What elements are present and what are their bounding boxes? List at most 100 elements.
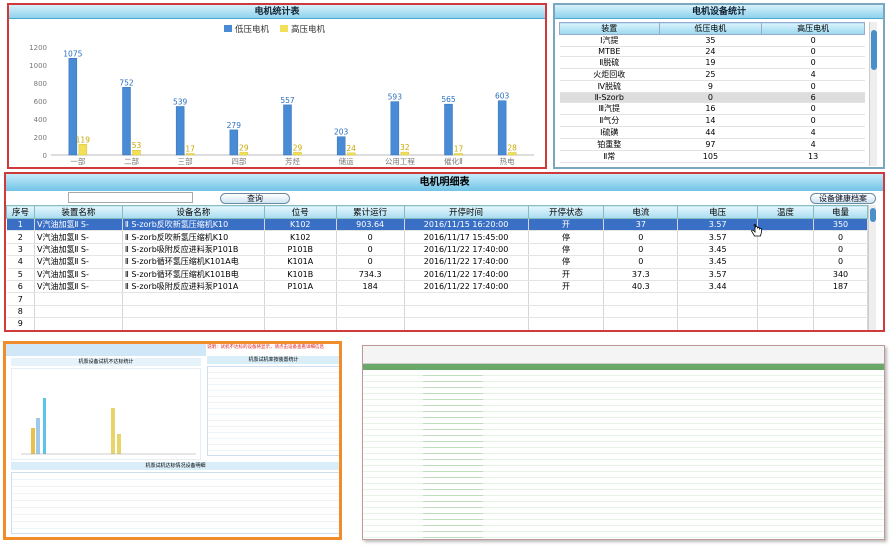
detail-header-8[interactable]: 电流 [603, 205, 679, 219]
detail-cell [264, 305, 337, 319]
detail-header-4[interactable]: 位号 [263, 205, 337, 219]
detail-cell [757, 292, 814, 306]
detail-row[interactable]: 3 Ⅴ汽油加氢Ⅱ S- Ⅱ S-zorb吸附反应进料泵P101B P101B 0 2016… [6, 243, 868, 257]
detail-cell [677, 305, 759, 319]
detail-row[interactable]: 2 Ⅴ汽油加氢Ⅱ S- Ⅱ S-zorb反吹新氢压缩机K10 K102 0 2016/11… [6, 230, 868, 244]
equipment-health-record-button[interactable]: 设备健康档案 [810, 193, 876, 204]
stats-cell: 0 [761, 34, 865, 47]
detail-cell: 2016/11/15 16:20:00 [404, 218, 529, 232]
detail-cell: 3 [6, 243, 35, 257]
detail-header-6[interactable]: 开停时间 [403, 205, 529, 219]
thumb-right-filter-bar [363, 346, 884, 364]
bar-value-label-1-7: 593 [388, 93, 403, 102]
detail-row[interactable]: 7 [6, 292, 868, 306]
detail-header-7[interactable]: 开停状态 [527, 205, 605, 219]
detail-scrollbar[interactable] [868, 205, 876, 330]
bar-value-label-2-4: 29 [239, 143, 249, 152]
x-tick-label-8: 催化Ⅱ [444, 156, 463, 166]
stats-row[interactable]: Ⅰ硫磺 44 4 [559, 126, 865, 140]
stats-scrollbar[interactable] [869, 22, 877, 166]
bar-1-5 [283, 104, 292, 156]
stats-header-3[interactable]: 高压电机 [761, 22, 865, 35]
bar-value-label-1-9: 603 [495, 92, 510, 101]
detail-row[interactable]: 5 Ⅴ汽油加氢Ⅱ S- Ⅱ S-zorb循环氢压缩机K101B电 K101B 734.3… [6, 268, 868, 281]
stats-row[interactable]: Ⅲ汽提 16 0 [559, 102, 865, 116]
detail-cell: 0 [813, 243, 868, 257]
detail-scrollbar-thumb[interactable] [870, 208, 876, 222]
stats-header-1[interactable]: 装置 [559, 22, 660, 35]
equipment-list-thumbnail[interactable] [362, 345, 885, 540]
stats-cell: 44 [659, 126, 762, 140]
stats-row[interactable]: 铂重整 97 4 [559, 138, 865, 152]
detail-header-11[interactable]: 电量 [813, 205, 868, 219]
bar-value-label-2-5: 29 [293, 143, 303, 152]
detail-row[interactable]: 6 Ⅴ汽油加氢Ⅱ S- Ⅱ S-zorb吸附反应进料泵P101A P101A 184 20… [6, 280, 868, 294]
detail-cell [677, 292, 759, 306]
detail-cell: K101A [264, 255, 337, 269]
detail-cell: Ⅱ S-zorb循环氢压缩机K101A电 [122, 255, 265, 269]
detail-cell [122, 317, 265, 330]
detail-cell [813, 292, 868, 306]
detail-cell: 8 [6, 305, 35, 319]
detail-cell: 2016/11/22 17:40:00 [404, 255, 529, 269]
bar-2-3 [185, 153, 195, 156]
stats-panel-title: 电机设备统计 [555, 5, 883, 19]
detail-header-1[interactable]: 序号 [6, 205, 35, 219]
detail-header-9[interactable]: 电压 [677, 205, 759, 219]
detail-cell: 340 [813, 268, 868, 281]
stats-row[interactable]: Ⅱ脱硫 19 0 [559, 56, 865, 70]
detail-row[interactable]: 4 Ⅴ汽油加氢Ⅱ S- Ⅱ S-zorb循环氢压缩机K101A电 K101A 0 2016… [6, 255, 868, 269]
detail-header-5[interactable]: 累计运行 [335, 205, 405, 219]
bar-1-1 [68, 58, 78, 156]
pump-trial-thumbnail[interactable]: 机泵设备试机不达标统计 说明：试机不达标的设备将显示，请点击设备查看详细信息 机… [3, 341, 342, 540]
stats-cell: 25 [659, 68, 762, 82]
stats-row[interactable]: Ⅳ脱硫 9 0 [559, 80, 865, 94]
stats-row[interactable]: MTBE 24 0 [559, 46, 865, 58]
stats-cell: 0 [761, 46, 865, 58]
detail-cell [404, 292, 529, 306]
detail-cell [34, 305, 123, 319]
bar-value-label-2-2: 53 [132, 141, 142, 150]
detail-cell [528, 292, 605, 306]
stats-cell: 4 [761, 138, 865, 152]
stats-row[interactable]: Ⅱ常 105 13 [559, 150, 865, 164]
stats-row[interactable]: Ⅰ汽提 35 0 [559, 34, 865, 47]
stats-cell: 6 [761, 92, 865, 104]
query-button[interactable]: 查询 [220, 193, 290, 204]
bar-value-label-1-3: 539 [173, 97, 188, 106]
search-input[interactable] [68, 192, 193, 203]
detail-cell [757, 243, 814, 257]
stats-header-2[interactable]: 低压电机 [658, 22, 763, 35]
stats-cell: 0 [761, 56, 865, 70]
detail-row[interactable]: 8 [6, 305, 868, 319]
detail-cell: Ⅴ汽油加氢Ⅱ S- [34, 280, 123, 294]
stats-row[interactable]: 火炬回收 25 4 [559, 68, 865, 82]
detail-cell [757, 317, 814, 330]
detail-cell: 187 [813, 280, 868, 294]
detail-header-3[interactable]: 设备名称 [121, 205, 265, 219]
detail-header-2[interactable]: 装置名称 [33, 205, 123, 219]
detail-cell: 2016/11/22 17:40:00 [404, 268, 529, 281]
detail-cell: 734.3 [336, 268, 405, 281]
bar-2-7 [400, 151, 410, 156]
detail-cell [336, 317, 405, 330]
detail-row[interactable]: 1 Ⅴ汽油加氢Ⅱ S- Ⅱ S-zorb反吹新氢压缩机K10 K102 903.64 20… [6, 218, 868, 232]
detail-cell [757, 280, 814, 294]
stats-scrollbar-thumb[interactable] [871, 30, 877, 70]
stats-cell: 9 [659, 80, 762, 94]
bar-1-6 [336, 136, 346, 156]
detail-cell: 184 [336, 280, 405, 294]
stats-cell: 4 [761, 68, 865, 82]
detail-cell: 0 [336, 255, 405, 269]
stats-cell: 0 [761, 80, 865, 94]
detail-cell [34, 292, 123, 306]
thumb-warning-text: 说明：试机不达标的设备将显示，请点击设备查看详细信息 [207, 344, 339, 354]
detail-header-10[interactable]: 温度 [757, 205, 814, 219]
stats-row[interactable]: Ⅱ气分 14 0 [559, 114, 865, 128]
stats-row[interactable]: Ⅱ-Szorb 0 6 [559, 92, 865, 104]
detail-row[interactable]: 9 [6, 317, 868, 330]
thumb-toolbar [6, 344, 206, 356]
y-tick-label-2: 400 [34, 116, 47, 124]
bar-value-label-1-1: 1075 [63, 49, 82, 58]
detail-cell: Ⅱ S-zorb吸附反应进料泵P101B [122, 243, 265, 257]
